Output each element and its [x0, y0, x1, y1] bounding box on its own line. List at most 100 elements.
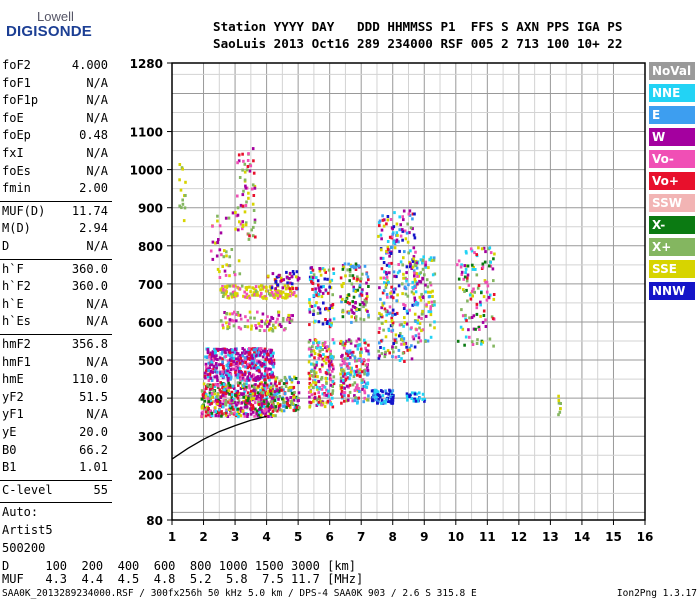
echo-point [294, 377, 298, 380]
echo-point [271, 384, 275, 388]
echo-point [416, 274, 419, 278]
param-value: N/A [86, 239, 108, 253]
echo-point [254, 407, 257, 411]
echo-point [415, 328, 418, 332]
echo-point [236, 357, 239, 361]
echo-point [245, 396, 248, 400]
echo-point [278, 403, 282, 407]
echo-cluster [405, 391, 427, 403]
echo-cluster [203, 347, 276, 382]
echo-point [178, 178, 181, 182]
echo-point [209, 376, 212, 380]
echo-point [212, 347, 216, 351]
echo-point [290, 385, 293, 389]
echo-point [426, 339, 430, 343]
echo-point [297, 276, 301, 280]
echo-point [227, 376, 230, 380]
echo-point [403, 250, 406, 254]
echo-point [349, 373, 352, 377]
echo-point [309, 304, 312, 308]
echo-point [358, 308, 361, 312]
echo-point [222, 399, 226, 403]
echo-point [559, 407, 562, 411]
echo-point [243, 210, 247, 214]
echo-point [250, 324, 253, 328]
echo-point [331, 293, 334, 297]
echo-point [252, 209, 256, 212]
echo-point [235, 292, 239, 296]
echo-point [215, 374, 219, 378]
echo-point [357, 370, 360, 374]
echo-point [343, 372, 346, 376]
echo-point [220, 352, 224, 356]
echo-point [269, 367, 272, 371]
echo-point [239, 203, 243, 207]
param-label: foF1 [2, 75, 31, 90]
echo-point [471, 267, 475, 271]
echo-point [225, 321, 228, 325]
echo-point [351, 353, 354, 357]
echo-point [408, 260, 411, 264]
echo-point [221, 265, 224, 268]
echo-point [385, 249, 388, 253]
echo-point [207, 400, 210, 404]
echo-point [405, 392, 409, 396]
echo-point [288, 287, 292, 291]
echo-point [252, 287, 256, 291]
echo-point [413, 271, 416, 275]
echo-point [237, 228, 240, 232]
echo-point [366, 349, 370, 353]
echo-point [227, 296, 231, 300]
echo-point [407, 251, 410, 255]
echo-point [381, 394, 385, 398]
echo-point [413, 277, 417, 281]
echo-point [414, 320, 417, 323]
echo-point [310, 362, 313, 366]
echo-point [214, 382, 218, 386]
echo-point [289, 289, 292, 292]
echo-point [318, 311, 322, 315]
echo-point [418, 326, 421, 330]
echo-point [493, 252, 496, 256]
echo-point [207, 413, 210, 417]
echo-point [236, 373, 240, 377]
echo-point [210, 379, 214, 382]
echo-point [261, 385, 265, 389]
echo-point [397, 240, 400, 244]
echo-point [327, 359, 331, 363]
echo-point [235, 391, 239, 395]
echo-point [364, 382, 368, 386]
echo-point [259, 347, 263, 351]
echo-point [318, 288, 321, 292]
echo-point [321, 267, 325, 271]
echo-point [345, 351, 348, 355]
echo-point [247, 191, 250, 195]
echo-point [378, 219, 382, 223]
echo-point [308, 395, 311, 399]
echo-point [263, 360, 266, 363]
echo-point [280, 379, 283, 383]
echo-point [263, 374, 266, 378]
echo-point [411, 286, 414, 290]
echo-point [221, 405, 225, 409]
echo-point [240, 359, 244, 363]
echo-point [424, 290, 427, 294]
echo-point [417, 336, 421, 340]
echo-point [359, 279, 362, 283]
echo-point [206, 397, 210, 401]
echo-point [421, 397, 424, 401]
echo-point [433, 320, 436, 324]
echo-point [330, 402, 333, 406]
echo-point [320, 285, 323, 289]
echo-point [226, 374, 229, 378]
echo-point [247, 237, 251, 241]
echo-point [383, 218, 386, 222]
echo-point [248, 386, 251, 390]
echo-point [328, 307, 331, 310]
echo-point [414, 334, 418, 338]
echo-point [284, 385, 288, 388]
echo-point [352, 375, 356, 378]
echo-point [203, 399, 207, 403]
echo-point [274, 320, 278, 324]
echo-point [224, 216, 228, 220]
